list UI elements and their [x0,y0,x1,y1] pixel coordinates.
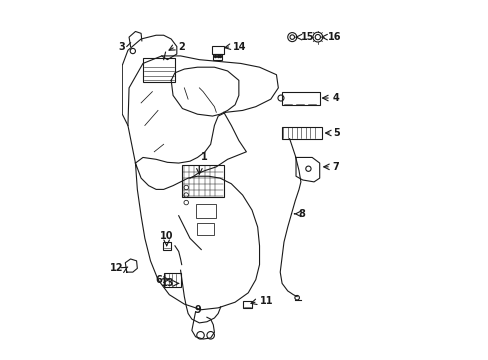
Text: 15: 15 [301,32,314,42]
Text: 10: 10 [160,230,173,240]
Bar [197,223,214,234]
Bar [195,204,216,217]
Bar [182,165,224,197]
Bar [282,92,319,105]
Text: 4: 4 [332,93,339,103]
Text: 1: 1 [200,152,207,162]
Text: 6: 6 [155,275,162,285]
Text: 7: 7 [331,162,338,172]
Bar [213,54,222,60]
Text: 3: 3 [118,41,125,51]
Text: 13: 13 [161,278,174,288]
Text: 9: 9 [194,306,201,315]
Text: 11: 11 [259,296,272,306]
Text: 2: 2 [178,41,184,51]
Bar [242,301,251,308]
Text: 16: 16 [327,32,341,42]
Bar [142,58,175,82]
Bar [163,242,171,249]
Text: 8: 8 [298,209,305,219]
Bar [163,273,180,287]
Text: 14: 14 [232,41,246,51]
Text: 12: 12 [110,264,123,273]
Text: 5: 5 [333,128,340,138]
Bar [282,127,321,139]
Bar [211,46,224,54]
